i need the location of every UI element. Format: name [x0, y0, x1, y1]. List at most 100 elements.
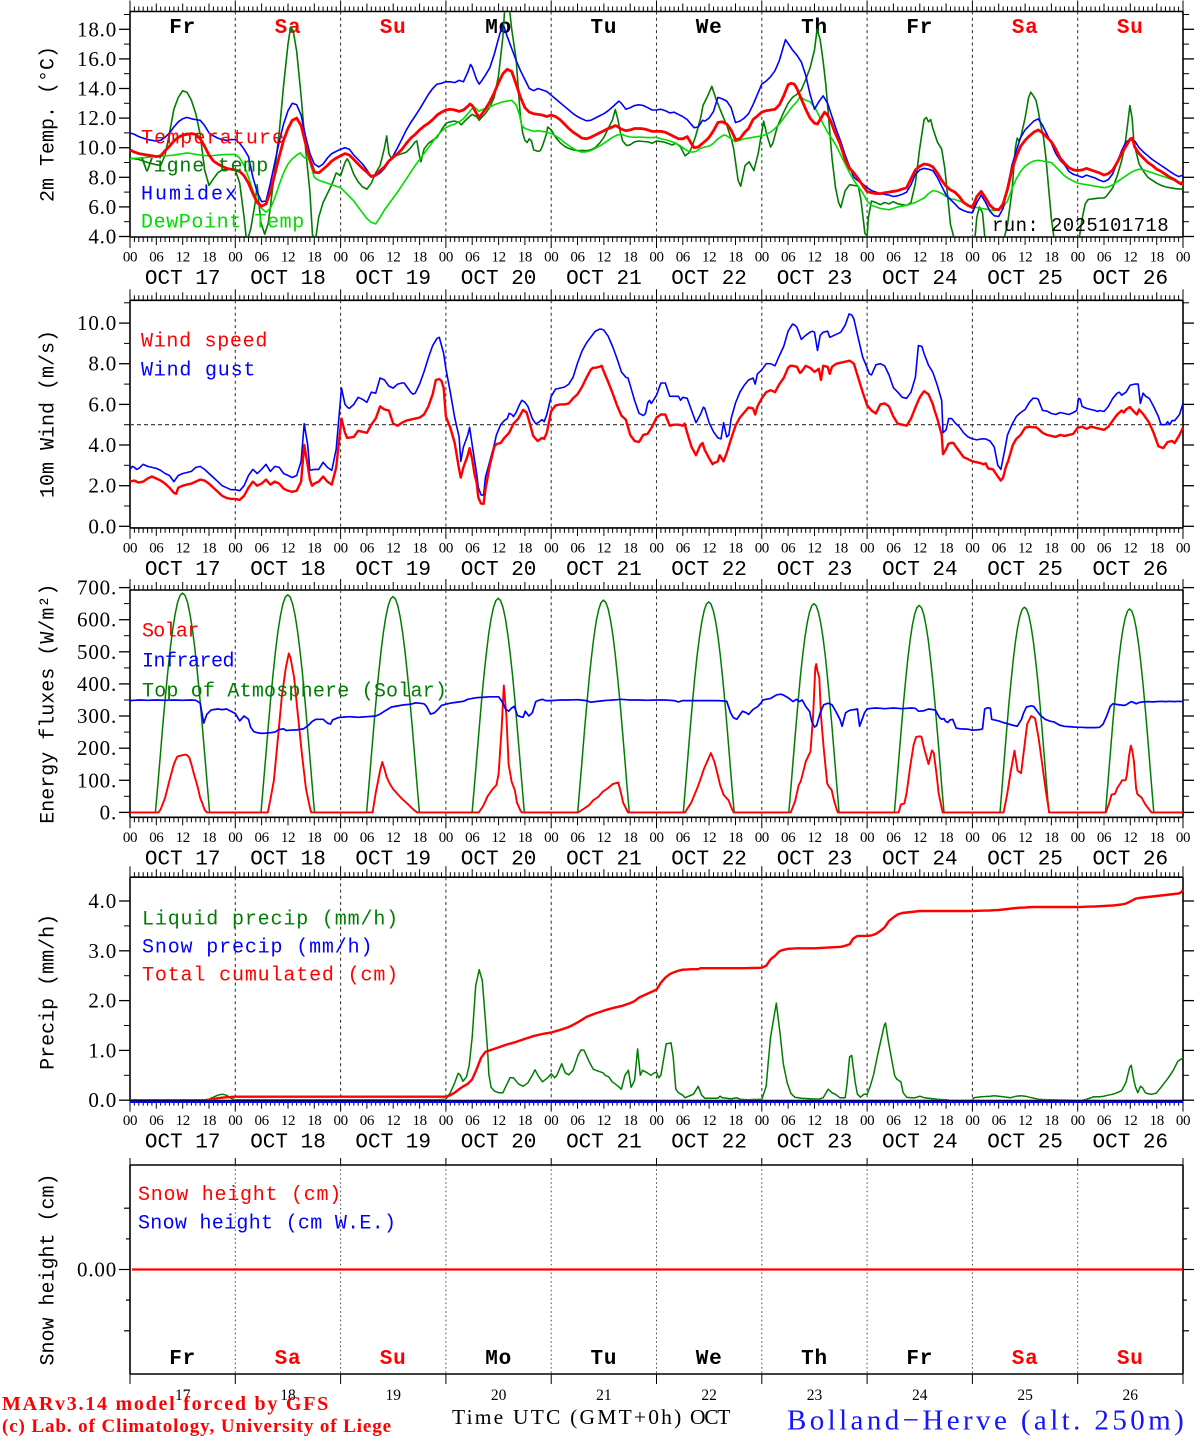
- svg-text:OCT 20: OCT 20: [461, 848, 537, 871]
- svg-text:2m Temp. (°C): 2m Temp. (°C): [38, 46, 61, 202]
- svg-text:Sa: Sa: [275, 17, 302, 40]
- svg-text:00: 00: [1071, 1113, 1085, 1129]
- svg-text:18: 18: [623, 1113, 637, 1129]
- svg-text:06: 06: [992, 830, 1007, 846]
- svg-text:OCT 25: OCT 25: [987, 848, 1063, 871]
- svg-text:OCT 18: OCT 18: [250, 559, 326, 582]
- svg-text:12: 12: [702, 830, 716, 846]
- svg-text:06: 06: [1097, 830, 1112, 846]
- svg-text:18: 18: [623, 250, 637, 266]
- svg-text:OCT 17: OCT 17: [145, 848, 221, 871]
- svg-text:18: 18: [623, 830, 637, 846]
- svg-text:18: 18: [412, 1113, 426, 1129]
- svg-text:00: 00: [649, 540, 663, 556]
- svg-text:06: 06: [1097, 540, 1112, 556]
- svg-text:OCT 22: OCT 22: [671, 559, 747, 582]
- svg-text:12: 12: [1018, 540, 1032, 556]
- svg-text:12: 12: [1018, 1113, 1032, 1129]
- svg-text:18: 18: [518, 830, 532, 846]
- svg-text:Tu: Tu: [590, 1348, 617, 1371]
- svg-text:18: 18: [518, 540, 532, 556]
- svg-text:OCT 22: OCT 22: [671, 848, 747, 871]
- svg-text:22: 22: [701, 1387, 717, 1404]
- svg-text:18: 18: [518, 1113, 532, 1129]
- svg-text:12: 12: [386, 250, 400, 266]
- svg-text:12: 12: [913, 540, 927, 556]
- svg-text:00: 00: [965, 250, 979, 266]
- svg-text:00: 00: [439, 250, 453, 266]
- svg-text:00: 00: [755, 830, 769, 846]
- svg-text:00: 00: [544, 830, 558, 846]
- svg-text:12: 12: [176, 1113, 190, 1129]
- svg-text:12: 12: [807, 250, 821, 266]
- svg-text:12: 12: [1018, 250, 1032, 266]
- svg-text:Th: Th: [801, 17, 828, 40]
- svg-text:700.: 700.: [77, 576, 117, 600]
- svg-text:OCT 23: OCT 23: [777, 848, 853, 871]
- svg-text:6.0: 6.0: [88, 392, 117, 416]
- svg-text:10m Wind (m/s): 10m Wind (m/s): [38, 330, 61, 498]
- svg-text:06: 06: [992, 540, 1007, 556]
- svg-text:12: 12: [491, 250, 505, 266]
- svg-text:Fr: Fr: [906, 17, 933, 40]
- svg-text:06: 06: [360, 540, 375, 556]
- svg-text:OCT 21: OCT 21: [566, 268, 642, 291]
- svg-text:Tu: Tu: [590, 17, 617, 40]
- svg-text:run: 2025101718: run: 2025101718: [992, 215, 1169, 237]
- svg-text:06: 06: [676, 250, 691, 266]
- svg-text:18: 18: [1044, 540, 1058, 556]
- svg-text:18: 18: [728, 1113, 742, 1129]
- svg-text:00: 00: [544, 250, 558, 266]
- svg-text:Top of Atmosphere (Solar): Top of Atmosphere (Solar): [142, 681, 447, 704]
- svg-text:12: 12: [491, 1113, 505, 1129]
- svg-text:16.0: 16.0: [77, 47, 117, 71]
- svg-text:4.0: 4.0: [88, 433, 117, 457]
- svg-text:OCT 25: OCT 25: [987, 1132, 1063, 1155]
- svg-text:(c) Lab. of Climatology, Unive: (c) Lab. of Climatology, University of L…: [2, 1416, 392, 1437]
- svg-text:18: 18: [728, 250, 742, 266]
- svg-text:Fr: Fr: [906, 1348, 933, 1371]
- svg-text:200.: 200.: [77, 736, 117, 760]
- svg-text:18: 18: [939, 540, 953, 556]
- svg-text:26: 26: [1123, 1387, 1139, 1404]
- svg-text:3.0: 3.0: [88, 939, 117, 963]
- svg-text:0.0: 0.0: [88, 1088, 117, 1112]
- svg-text:23: 23: [807, 1387, 823, 1404]
- svg-text:00: 00: [965, 830, 979, 846]
- svg-text:18: 18: [280, 1387, 296, 1404]
- svg-text:00: 00: [649, 250, 663, 266]
- svg-text:DewPoint Temp: DewPoint Temp: [141, 212, 305, 235]
- svg-text:Bolland−Herve (alt. 250m): Bolland−Herve (alt. 250m): [787, 1405, 1187, 1437]
- svg-text:12: 12: [913, 830, 927, 846]
- svg-text:18: 18: [1150, 540, 1164, 556]
- svg-text:21: 21: [596, 1387, 612, 1404]
- svg-text:12: 12: [597, 830, 611, 846]
- svg-text:Th: Th: [801, 1348, 828, 1371]
- svg-text:0.0: 0.0: [88, 514, 117, 538]
- svg-text:12: 12: [491, 540, 505, 556]
- svg-text:300.: 300.: [77, 704, 117, 728]
- svg-text:OCT 22: OCT 22: [671, 1132, 747, 1155]
- svg-text:Fr: Fr: [169, 17, 196, 40]
- svg-text:1.0: 1.0: [88, 1038, 117, 1062]
- svg-text:18: 18: [412, 540, 426, 556]
- svg-text:00: 00: [965, 540, 979, 556]
- svg-text:OCT: OCT: [690, 1405, 730, 1429]
- svg-text:12: 12: [702, 540, 716, 556]
- svg-text:00: 00: [755, 540, 769, 556]
- svg-text:00: 00: [123, 250, 137, 266]
- svg-text:18: 18: [834, 540, 848, 556]
- svg-text:00: 00: [649, 830, 663, 846]
- svg-text:18.0: 18.0: [77, 17, 117, 41]
- svg-text:00: 00: [333, 540, 347, 556]
- svg-text:24: 24: [912, 1387, 928, 1404]
- svg-text:00: 00: [123, 830, 137, 846]
- svg-text:00: 00: [1176, 250, 1190, 266]
- svg-text:4.0: 4.0: [88, 225, 117, 249]
- svg-text:Wind gust: Wind gust: [141, 360, 256, 383]
- svg-text:12: 12: [176, 830, 190, 846]
- svg-text:12: 12: [176, 250, 190, 266]
- svg-text:06: 06: [781, 540, 796, 556]
- svg-text:OCT 25: OCT 25: [987, 268, 1063, 291]
- svg-text:4.0: 4.0: [88, 889, 117, 913]
